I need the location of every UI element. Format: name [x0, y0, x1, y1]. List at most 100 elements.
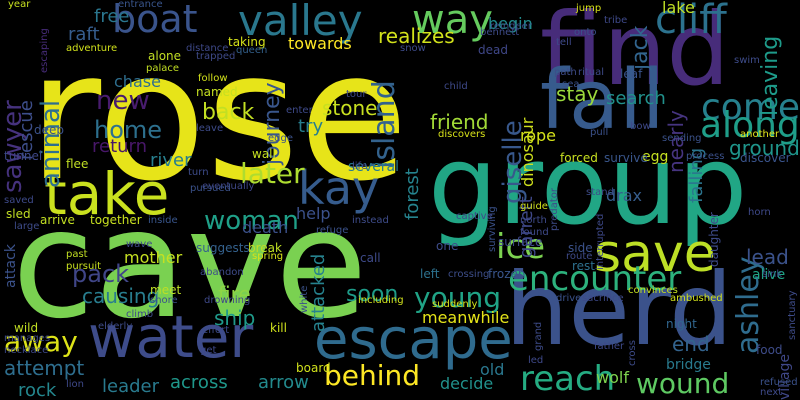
word-palace: palace [146, 63, 180, 74]
word-follow: follow [198, 73, 228, 84]
word-across: across [170, 372, 228, 393]
word-end: end [672, 332, 710, 356]
word-stand: stand [586, 187, 614, 198]
word-wound: wound [636, 367, 730, 400]
word-stone: stone [322, 96, 378, 120]
word-effort: effort [202, 325, 230, 336]
word-attack: attack [3, 244, 19, 288]
word-abandon: abandon [200, 267, 244, 278]
word-chase: chase [114, 72, 161, 91]
word-mother: mother [124, 248, 183, 267]
word-friend: friend [430, 110, 489, 134]
word-return: return [92, 136, 148, 157]
word-captive: captive [456, 211, 493, 222]
word-new: new [96, 86, 150, 116]
word-swim: swim [734, 55, 760, 66]
word-arrive: arrive [40, 213, 75, 227]
word-rope: rope [520, 126, 557, 145]
word-wave: wave [126, 239, 153, 250]
word-side: side [568, 241, 593, 255]
word-back: back [202, 100, 255, 125]
word-route: route [566, 251, 593, 262]
word-grand: grand [533, 321, 544, 351]
word-find: find [540, 0, 730, 108]
word-along: along [700, 105, 800, 146]
word-father: father [594, 341, 625, 352]
word-attacked: attacked [308, 253, 329, 332]
word-including: including [358, 295, 404, 306]
word-entrance: entrance [118, 0, 163, 10]
word-break: break [248, 241, 282, 255]
word-refuge: refuge [316, 225, 349, 236]
word-forced: forced [560, 151, 598, 165]
word-arrow: arrow [258, 372, 309, 393]
word-leave: leave [196, 123, 224, 134]
word-lake: lake [662, 0, 695, 17]
word-shore: shore [150, 295, 178, 306]
word-process: process [686, 151, 725, 162]
word-attempt: attempt [4, 356, 85, 380]
word-left: left [420, 267, 440, 281]
word-search: search [606, 88, 666, 109]
word-rose: rose [28, 13, 409, 220]
word-jump: jump [576, 3, 602, 14]
word-named: named [196, 85, 238, 99]
word-herd: herd [505, 251, 733, 368]
word-tell: tell [556, 37, 572, 48]
word-free: free [94, 6, 130, 27]
word-decide: decide [440, 374, 494, 393]
word-sanctuary: sanctuary [787, 290, 798, 340]
word-drowning: drowning [204, 295, 251, 306]
word-ship: ship [214, 306, 256, 330]
word-discovers: discovers [438, 129, 486, 140]
word-cliff: cliff [655, 0, 727, 43]
word-convinces: convinces [628, 285, 678, 296]
word-large: large [14, 221, 40, 232]
word-leader: leader [102, 376, 160, 397]
word-adventure: adventure [66, 43, 118, 54]
word-fall: fall [540, 53, 665, 148]
word-lion: lion [66, 379, 85, 390]
word-causing: causing [82, 284, 160, 308]
word-interrupted: interrupted [595, 213, 606, 270]
word-guide: guide [520, 201, 548, 212]
word-edge: edge [268, 133, 293, 144]
word-pursuit: pursuit [66, 261, 102, 272]
word-manages: manages [4, 333, 51, 344]
word-predator: predator [549, 187, 560, 231]
word-forest: forest [402, 168, 423, 220]
word-ambushed: ambushed [670, 293, 723, 304]
word-ritual: ritual [578, 67, 605, 78]
word-tribe: tribe [604, 15, 628, 26]
word-towards: towards [288, 34, 352, 53]
word-deep: deep [34, 123, 64, 137]
word-reach: reach [520, 359, 616, 399]
word-inside: inside [148, 215, 178, 226]
word-led: led [528, 355, 544, 366]
word-help: help [296, 204, 331, 223]
word-river: river [150, 150, 192, 171]
word-cross: cross [627, 340, 638, 366]
word-drive: drive [556, 293, 582, 304]
word-woman: woman [204, 206, 299, 236]
word-night: night [666, 317, 697, 331]
word-drax: drax [606, 186, 643, 205]
word-young: young [414, 281, 501, 314]
word-encounter: encounter [508, 259, 682, 299]
word-taking: taking [228, 35, 266, 49]
word-meet: meet [150, 283, 182, 297]
word-necklace: necklace [4, 345, 49, 356]
word-flee: flee [66, 157, 89, 171]
word-group: group [428, 121, 748, 249]
word-try: try [298, 116, 324, 137]
word-take: take [44, 160, 170, 228]
word-found: found [520, 227, 549, 238]
word-queen: queen [236, 45, 268, 56]
word-fire: fire [218, 282, 251, 306]
word-come: come [701, 87, 800, 128]
word-trapped: trapped [196, 51, 236, 62]
word-jack: jack [628, 25, 653, 70]
word-tour: tour [346, 89, 367, 100]
word-wall: wall [252, 147, 276, 161]
word-escape: escape [314, 307, 513, 372]
